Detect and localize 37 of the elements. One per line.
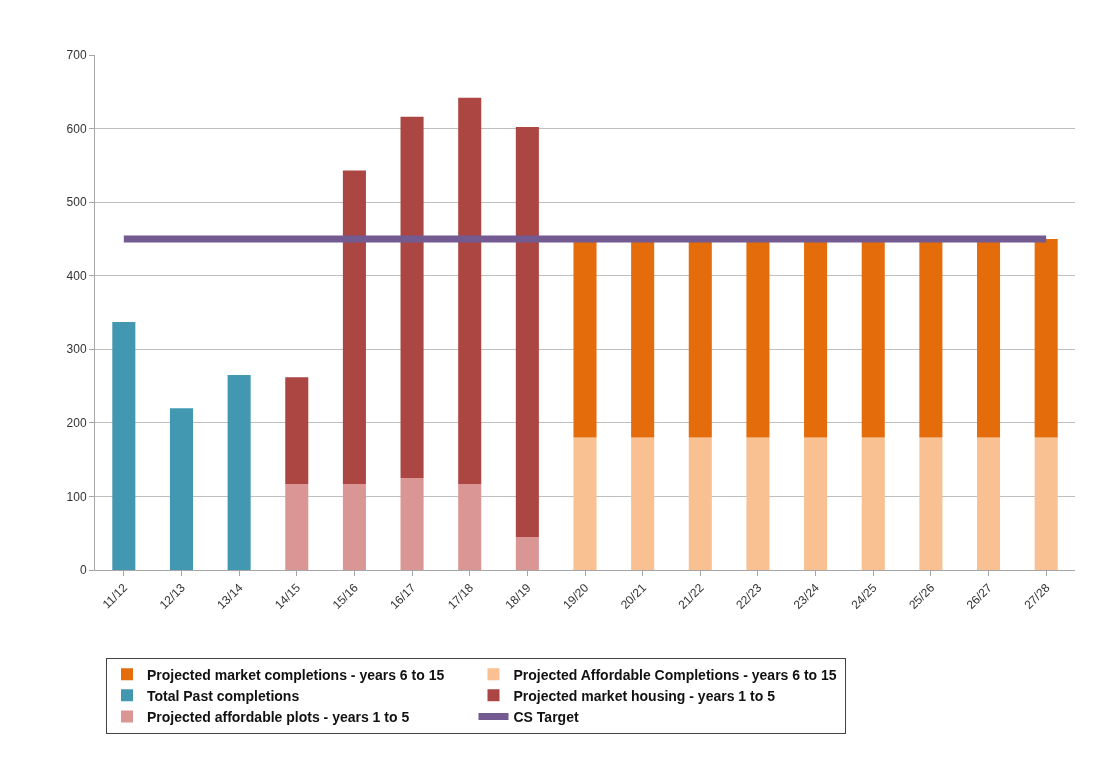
- bar: [919, 437, 943, 570]
- y-tick-label: 300: [66, 342, 87, 357]
- legend-label: Projected market completions - years 6 to 15: [146, 666, 445, 683]
- bar: [573, 437, 597, 570]
- bar: [1034, 238, 1058, 438]
- bar: [285, 483, 309, 570]
- legend-label: Total Past completions: [146, 687, 300, 704]
- legend-label: CS Target: [513, 709, 579, 726]
- bar: [861, 437, 885, 570]
- y-tick-label: 700: [66, 48, 87, 63]
- legend-label: Projected affordable plots - years 1 to 5: [146, 709, 410, 726]
- bar: [458, 483, 482, 570]
- bar: [169, 408, 193, 570]
- y-tick-label: 100: [66, 489, 87, 504]
- bar: [1034, 437, 1058, 570]
- bar: [515, 127, 539, 537]
- bar: [112, 322, 136, 570]
- bar: [400, 116, 424, 479]
- bar: [458, 97, 482, 484]
- bar: [285, 377, 309, 484]
- y-tick-label: 500: [66, 195, 87, 210]
- legend-label: Projected market housing - years 1 to 5: [513, 687, 776, 704]
- bar: [688, 437, 712, 570]
- y-tick-label: 200: [66, 416, 87, 431]
- bar: [342, 483, 366, 570]
- bar: [400, 478, 424, 570]
- bar: [746, 437, 770, 570]
- y-tick-label: 400: [66, 268, 87, 283]
- bar: [804, 437, 828, 570]
- bar: [515, 536, 539, 570]
- bar: [227, 375, 251, 570]
- y-tick-label: 0: [79, 563, 87, 578]
- bar: [342, 170, 366, 484]
- legend-label: Projected Affordable Completions - years 6 to 15: [513, 666, 837, 683]
- bar: [631, 437, 655, 570]
- y-tick-label: 600: [66, 121, 87, 136]
- bar: [977, 437, 1001, 570]
